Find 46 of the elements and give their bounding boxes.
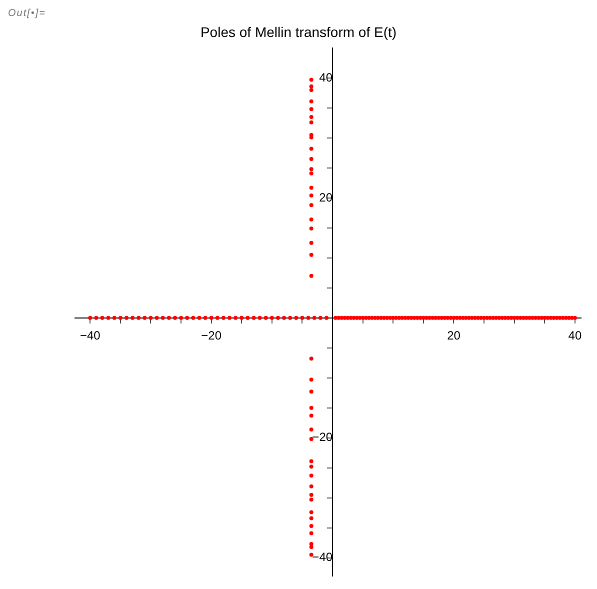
point	[309, 114, 314, 119]
point	[309, 274, 314, 278]
chart-title: Poles of Mellin transform of E(t)	[199, 24, 398, 40]
point	[309, 107, 314, 112]
point	[309, 510, 314, 514]
x-tick-label: −20	[201, 328, 222, 342]
point	[309, 99, 314, 104]
y-tick-label: −20	[312, 430, 333, 444]
point	[309, 218, 314, 222]
point	[309, 88, 314, 92]
x-tick-label: 40	[568, 328, 582, 342]
point	[309, 464, 314, 469]
point	[309, 474, 314, 478]
point	[309, 427, 314, 432]
point	[309, 492, 314, 497]
point	[309, 146, 314, 151]
point	[309, 356, 314, 361]
point	[309, 406, 314, 410]
point	[309, 545, 314, 550]
point	[309, 194, 314, 198]
point	[309, 78, 314, 82]
point	[309, 531, 314, 536]
x-tick-label: −40	[80, 328, 101, 342]
point	[309, 252, 314, 257]
x-tick-label: 20	[447, 328, 461, 342]
point	[309, 84, 314, 88]
point	[309, 459, 314, 464]
point	[309, 186, 314, 190]
y-tick-label: −40	[312, 550, 333, 564]
y-tick-label: 40	[319, 70, 333, 84]
point	[309, 390, 314, 394]
point	[309, 203, 314, 208]
point	[309, 240, 314, 245]
point	[309, 171, 314, 176]
point	[309, 414, 314, 418]
point	[309, 498, 314, 502]
y-tick-label: 20	[319, 190, 333, 204]
text: Out[•]=	[8, 8, 46, 19]
point	[309, 226, 314, 231]
point	[309, 524, 314, 528]
point	[309, 516, 314, 520]
point	[309, 167, 314, 172]
point	[309, 156, 314, 161]
point	[309, 378, 314, 382]
point	[309, 120, 314, 124]
point	[309, 484, 314, 488]
